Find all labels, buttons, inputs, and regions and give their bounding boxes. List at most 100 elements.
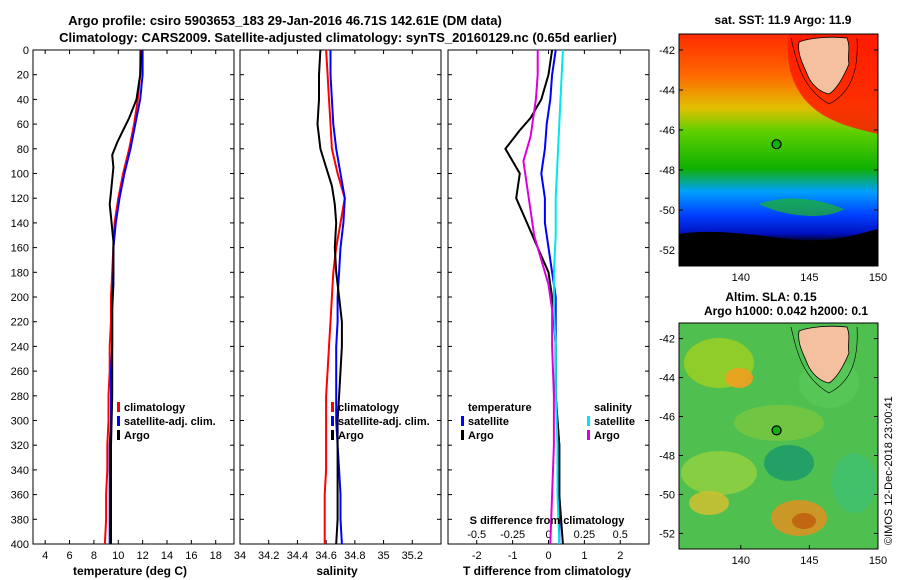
x-tick-label: 8 xyxy=(91,550,97,562)
bathymetry-contour xyxy=(790,326,858,394)
series-line-s-argo xyxy=(522,50,555,545)
legend-swatch-s-argo xyxy=(587,430,590,440)
y-tick-label: 380 xyxy=(11,514,29,526)
sla-map-title2: Argo h1000: 0.042 h2000: 0.1 xyxy=(704,304,868,318)
difference-top-xlabel: S difference from climatology xyxy=(470,515,626,527)
salinity-diff-tick-label: 0.5 xyxy=(613,529,628,541)
legend-swatch-argo xyxy=(117,430,120,440)
argo-location-marker xyxy=(771,425,782,436)
y-tick-label: 200 xyxy=(11,292,29,304)
legend-label-satellite: satellite-adj. clim. xyxy=(124,416,216,428)
legend-label-s-argo: Argo xyxy=(594,430,620,442)
lat-tick-label: -46 xyxy=(659,125,675,137)
bathymetry-contour xyxy=(790,37,858,105)
x-tick-label: -2 xyxy=(472,550,482,562)
sla-anomaly xyxy=(681,451,757,495)
legend-label-climatology: climatology xyxy=(338,402,400,414)
difference-axes xyxy=(447,49,650,545)
figure-title-line2: Climatology: CARS2009. Satellite-adjuste… xyxy=(59,30,617,45)
sla-map-frame xyxy=(678,322,879,550)
lon-tick-label: 145 xyxy=(800,272,818,284)
salinity-panel: 34 34.2 34.4 34.6 34.8 35 35.2 salinity climat… xyxy=(234,49,442,578)
x-tick-label: 1 xyxy=(581,550,587,562)
x-tick-label: 35.2 xyxy=(402,550,423,562)
lat-tick-label: -50 xyxy=(659,205,675,217)
y-tick-label: 300 xyxy=(11,416,29,428)
temperature-xlabel: temperature (deg C) xyxy=(73,564,187,578)
sst-map-title: sat. SST: 11.9 Argo: 11.9 xyxy=(715,13,852,27)
salinity-diff-tick-label: 0.25 xyxy=(574,529,595,541)
difference-xlabel: T difference from climatology xyxy=(463,564,631,578)
y-tick-label: 280 xyxy=(11,391,29,403)
sla-anomaly xyxy=(734,405,824,441)
tasmania-landmass xyxy=(798,36,850,95)
series-line-climatology xyxy=(323,49,346,544)
lon-tick-label: 150 xyxy=(869,272,887,284)
lat-tick-label: -44 xyxy=(659,373,675,385)
x-tick-label: -1 xyxy=(508,550,518,562)
x-tick-label: 35 xyxy=(377,550,389,562)
y-tick-label: 140 xyxy=(11,218,29,230)
credit-text: ©IMOS 12-Dec-2018 23:00:41 xyxy=(883,396,895,545)
lat-tick-label: -48 xyxy=(659,450,675,462)
sla-map-panel: Altim. SLA: 0.15 Argo h1000: 0.042 h2000… xyxy=(659,290,887,567)
salinity-diff-tick-label: -0.5 xyxy=(467,529,486,541)
y-tick-label: 220 xyxy=(11,317,29,329)
sst-map-axes: -42 -44 -46 -48 -50 -52 140 145 150 xyxy=(659,45,887,284)
sla-map-title1: Altim. SLA: 0.15 xyxy=(725,290,817,304)
sla-anomaly xyxy=(792,513,816,529)
temperature-legend: climatology satellite-adj. clim. Argo xyxy=(117,402,216,442)
x-tick-label: 34.2 xyxy=(258,550,279,562)
legend-label-t-argo: Argo xyxy=(468,430,494,442)
legend-label-argo: Argo xyxy=(124,430,150,442)
x-tick-label: 34.4 xyxy=(287,550,308,562)
salinity-diff-tick-label: 0 xyxy=(545,529,551,541)
sst-map-image xyxy=(679,34,878,266)
x-tick-label: 6 xyxy=(66,550,72,562)
legend-label-climatology: climatology xyxy=(124,402,186,414)
figure-title-line1: Argo profile: csiro 5903653_183 29-Jan-2… xyxy=(68,13,502,28)
lat-tick-label: -48 xyxy=(659,165,675,177)
x-tick-label: 4 xyxy=(42,550,48,562)
lon-tick-label: 140 xyxy=(732,555,750,567)
lon-tick-label: 145 xyxy=(800,555,818,567)
legend-swatch-s-satellite xyxy=(587,416,590,426)
argo-location-marker xyxy=(771,139,782,150)
legend-label-s-satellite: satellite xyxy=(594,416,635,428)
salinity-plot-area: 34 34.2 34.4 34.6 34.8 35 35.2 xyxy=(234,49,441,562)
sla-anomaly xyxy=(764,445,814,481)
y-tick-label: 240 xyxy=(11,341,29,353)
x-tick-label: 10 xyxy=(112,550,124,562)
salinity-legend: climatology satellite-adj. clim. Argo xyxy=(331,402,430,442)
lat-tick-label: -44 xyxy=(659,85,675,97)
legend-swatch-t-argo xyxy=(461,430,464,440)
y-tick-label: 120 xyxy=(11,193,29,205)
sla-map-axes: -42 -44 -46 -48 -50 -52 140 145 150 xyxy=(659,334,887,567)
y-tick-label: 320 xyxy=(11,440,29,452)
lon-tick-label: 140 xyxy=(732,272,750,284)
y-tick-label: 80 xyxy=(17,144,29,156)
series-line-argo xyxy=(108,49,143,544)
legend-swatch-argo xyxy=(331,430,334,440)
legend-label-satellite: satellite-adj. clim. xyxy=(338,416,430,428)
sla-map-image xyxy=(679,323,878,549)
series-line-s-satellite xyxy=(552,49,564,545)
sla-anomaly xyxy=(832,453,876,513)
lat-tick-label: -46 xyxy=(659,412,675,424)
difference-panel: -2 -1 0 1 2 -0.5 -0.25 0 0.25 0.5 T difference fr… xyxy=(447,49,650,578)
salinity-diff-tick-label: -0.25 xyxy=(500,529,525,541)
y-tick-label: 180 xyxy=(11,267,29,279)
y-tick-label: 60 xyxy=(17,119,29,131)
legend-label-t-satellite: satellite xyxy=(468,416,509,428)
x-tick-label: 18 xyxy=(210,550,222,562)
x-tick-label: 14 xyxy=(161,550,173,562)
legend-title-temperature: temperature xyxy=(468,402,532,414)
y-tick-label: 40 xyxy=(17,94,29,106)
salinity-xlabel: salinity xyxy=(316,564,358,578)
legend-swatch-climatology xyxy=(117,402,120,412)
lat-tick-label: -50 xyxy=(659,489,675,501)
x-tick-label: 34.8 xyxy=(344,550,365,562)
difference-plot-area: -2 -1 0 1 2 -0.5 -0.25 0 0.25 0.5 xyxy=(448,49,649,562)
temperature-plot-area: 0 20 40 60 80 100 120 140 160 180 200 220 240 260 280 3… xyxy=(11,45,234,562)
